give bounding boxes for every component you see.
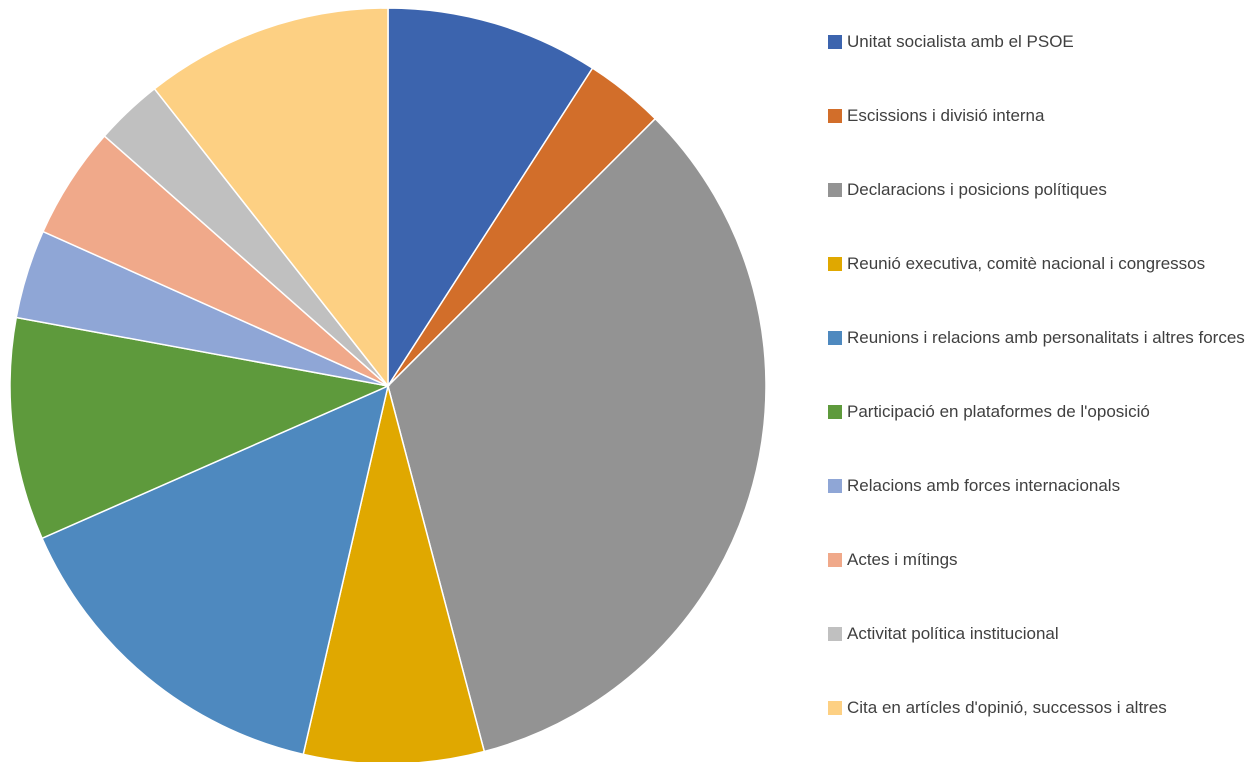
- legend-item: Declaracions i posicions polítiques: [828, 175, 1248, 205]
- legend-item: Escissions i divisió interna: [828, 101, 1248, 131]
- legend-swatch: [828, 257, 842, 271]
- legend-swatch: [828, 109, 842, 123]
- legend-label: Cita en artícles d'opinió, successos i a…: [847, 698, 1167, 717]
- legend-swatch: [828, 331, 842, 345]
- legend-label: Actes i mítings: [847, 550, 958, 569]
- legend-swatch: [828, 627, 842, 641]
- legend-swatch: [828, 183, 842, 197]
- legend-swatch: [828, 701, 842, 715]
- legend-swatch: [828, 35, 842, 49]
- legend-swatch: [828, 553, 842, 567]
- legend-item: Relacions amb forces internacionals: [828, 471, 1248, 501]
- pie-slice: [302, 385, 486, 762]
- legend-swatch: [828, 479, 842, 493]
- legend-label: Reunió executiva, comitè nacional i cong…: [847, 254, 1206, 273]
- pie-slice: [9, 316, 391, 540]
- pie-slice: [41, 384, 390, 756]
- legend-label: Declaracions i posicions polítiques: [847, 180, 1107, 199]
- legend-item: Reunió executiva, comitè nacional i cong…: [828, 249, 1248, 279]
- legend-item: Unitat socialista amb el PSOE: [828, 27, 1248, 57]
- legend-item: Activitat política institucional: [828, 619, 1248, 649]
- pie-slice: [153, 7, 389, 389]
- legend-label: Participació en plataformes de l'oposici…: [847, 402, 1150, 421]
- legend-item: Actes i mítings: [828, 545, 1248, 575]
- legend-item: Reunions i relacions amb personalitats i…: [828, 323, 1248, 353]
- legend-label: Escissions i divisió interna: [847, 106, 1045, 125]
- legend-label: Reunions i relacions amb personalitats i…: [847, 328, 1245, 347]
- legend-item: Cita en artícles d'opinió, successos i a…: [828, 693, 1248, 723]
- legend-label: Relacions amb forces internacionals: [847, 476, 1121, 495]
- legend-label: Activitat política institucional: [847, 624, 1059, 643]
- legend-label: Unitat socialista amb el PSOE: [847, 32, 1074, 51]
- legend-swatch: [828, 405, 842, 419]
- pie-slice: [387, 7, 594, 389]
- legend-item: Participació en plataformes de l'oposici…: [828, 397, 1248, 427]
- pie-slice: [387, 117, 767, 753]
